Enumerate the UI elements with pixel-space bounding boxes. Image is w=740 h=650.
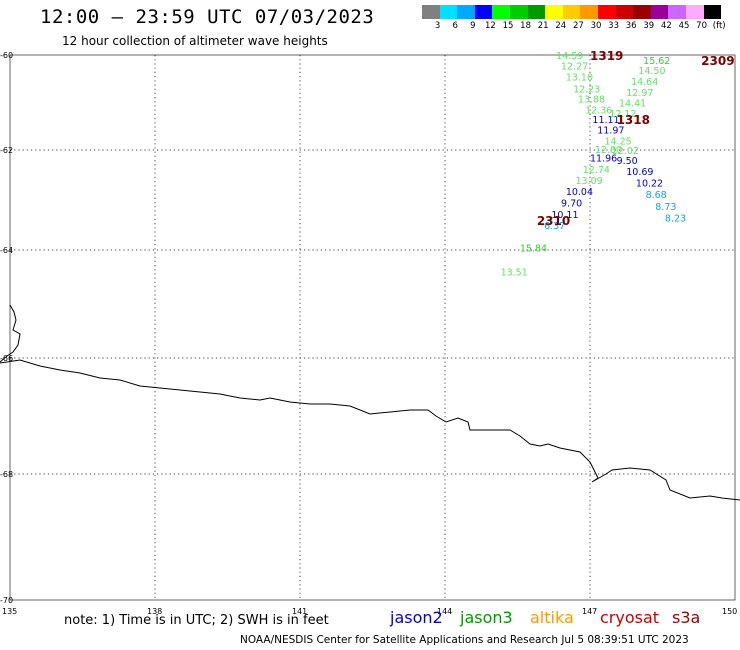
colorbar-swatch [685,5,704,19]
wave-height-label: 11.11 [592,115,619,126]
colorbar-label: 27 [572,21,584,31]
track-labels: 14.5912.2713.1012.2313.8812.3611.1111.97… [501,49,735,279]
lat-tick-label: -64 [0,246,13,255]
wave-height-label: 8.68 [646,190,667,201]
colorbar-label: 21 [537,21,549,31]
colorbar-label: 30 [590,21,602,31]
wave-height-label: 13.09 [576,176,603,187]
wave-height-label: 9.70 [561,199,582,210]
map-title: 12:00 – 23:59 UTC 07/03/2023 [40,6,375,28]
wave-height-label: 12.12 [609,109,636,120]
wave-height-label: 6.37 [544,221,565,232]
colorbar-label: 15 [502,21,514,31]
colorbar [422,5,722,19]
lat-tick-label: -66 [0,354,13,363]
colorbar-label: 3 [434,21,441,31]
lon-tick-label: 150 [722,607,737,616]
wave-height-label: 8.23 [665,214,686,225]
wave-height-label: 10.22 [636,179,663,190]
colorbar-label: 18 [520,21,532,31]
satellite-legend-item: jason2 [390,608,443,627]
wave-height-label: 9.50 [617,156,638,167]
colorbar-label: 9 [470,21,476,31]
lon-tick-label: 135 [2,607,17,616]
wave-height-label: 8.73 [655,202,676,213]
wave-height-label: 11.96 [590,154,617,165]
colorbar-swatch [527,5,546,19]
colorbar-swatch [668,5,686,19]
colorbar-label: 70 [696,21,708,31]
lon-tick-label: 144 [437,607,452,616]
footer-note: note: 1) Time is in UTC; 2) SWH is in fe… [64,613,329,628]
pass-time-label: 1319 [590,49,623,63]
colorbar-labels: 3 6 9 12 15 18 21 24 27 30 33 36 39 42 45 70 (ft) [422,21,740,33]
wave-height-label: 12.97 [626,88,653,99]
satellite-legend-item: altika [530,608,574,627]
colorbar-swatch [633,5,651,19]
colorbar-swatch [580,5,598,19]
wave-height-label: 10.04 [566,187,593,198]
wave-height-label: 10.11 [551,210,578,221]
wave-height-label: 12.74 [583,165,610,176]
wave-height-label: 14.59 [556,51,583,62]
credit-line: NOAA/NESDIS Center for Satellite Applica… [240,634,689,646]
wave-height-label: 12.23 [573,84,600,95]
wave-height-label: 15.84 [520,244,547,255]
wave-height-label: 10.69 [626,167,653,178]
coastline [0,304,740,501]
gridlines [10,55,735,600]
colorbar-label: 6 [452,21,458,31]
colorbar-swatch [545,5,563,19]
colorbar-swatch [492,5,510,19]
colorbar-swatch [703,5,722,19]
colorbar-swatch [422,5,440,19]
map-subtitle: 12 hour collection of altimeter wave hei… [62,34,328,48]
satellite-legend-item: jason3 [460,608,513,627]
lon-tick-label: 138 [147,607,162,616]
wave-height-label: 12.27 [561,61,588,72]
colorbar-swatch [439,5,458,19]
wave-height-label: 14.50 [638,66,665,77]
lon-tick-label: 141 [292,607,307,616]
lon-tick-label: 147 [582,607,597,616]
lat-tick-label: -68 [0,470,13,479]
colorbar-swatch [509,5,528,19]
axis-ticks: -60 -62 -64 -66 -68 -70 135 138 141 144 147 150 [0,51,737,616]
pass-time-label: 2309 [701,54,734,68]
colorbar-swatch [457,5,475,19]
wave-height-label: 12.36 [585,106,612,117]
lat-tick-label: -60 [0,51,13,60]
colorbar-label: 24 [555,21,567,31]
wave-height-label: 14.64 [631,77,658,88]
pass-time-label: 2310 [537,214,570,228]
wave-height-label: 13.10 [566,72,593,83]
map-frame [9,54,736,601]
colorbar-swatch [562,5,581,19]
wave-height-label: 13.88 [578,95,605,106]
colorbar-label: 36 [625,21,637,31]
wave-height-label: 12.80 [595,145,622,156]
colorbar-label: 39 [643,21,655,31]
satellite-legend-item: cryosat [600,608,660,627]
colorbar-label: 42 [660,21,672,31]
colorbar-swatch [474,5,493,19]
colorbar-swatch [615,5,634,19]
wave-height-label: 12.02 [612,146,639,157]
colorbar-swatch [650,5,669,19]
lat-tick-label: -70 [0,596,13,605]
colorbar-label: 12 [484,21,496,31]
satellite-legend-item: s3a [672,608,701,627]
wave-height-label: 13.51 [501,268,528,279]
wave-height-label: 14.25 [605,137,632,148]
wave-height-label: 15.62 [643,56,670,67]
pass-time-label: 1318 [617,113,650,127]
wave-height-label: 11.97 [597,126,624,137]
colorbar-label: (ft) [712,21,726,31]
colorbar-swatch [597,5,616,19]
lat-tick-label: -62 [0,146,13,155]
wave-height-label: 14.41 [619,99,646,110]
colorbar-label: 33 [608,21,620,31]
colorbar-label: 45 [678,21,690,31]
